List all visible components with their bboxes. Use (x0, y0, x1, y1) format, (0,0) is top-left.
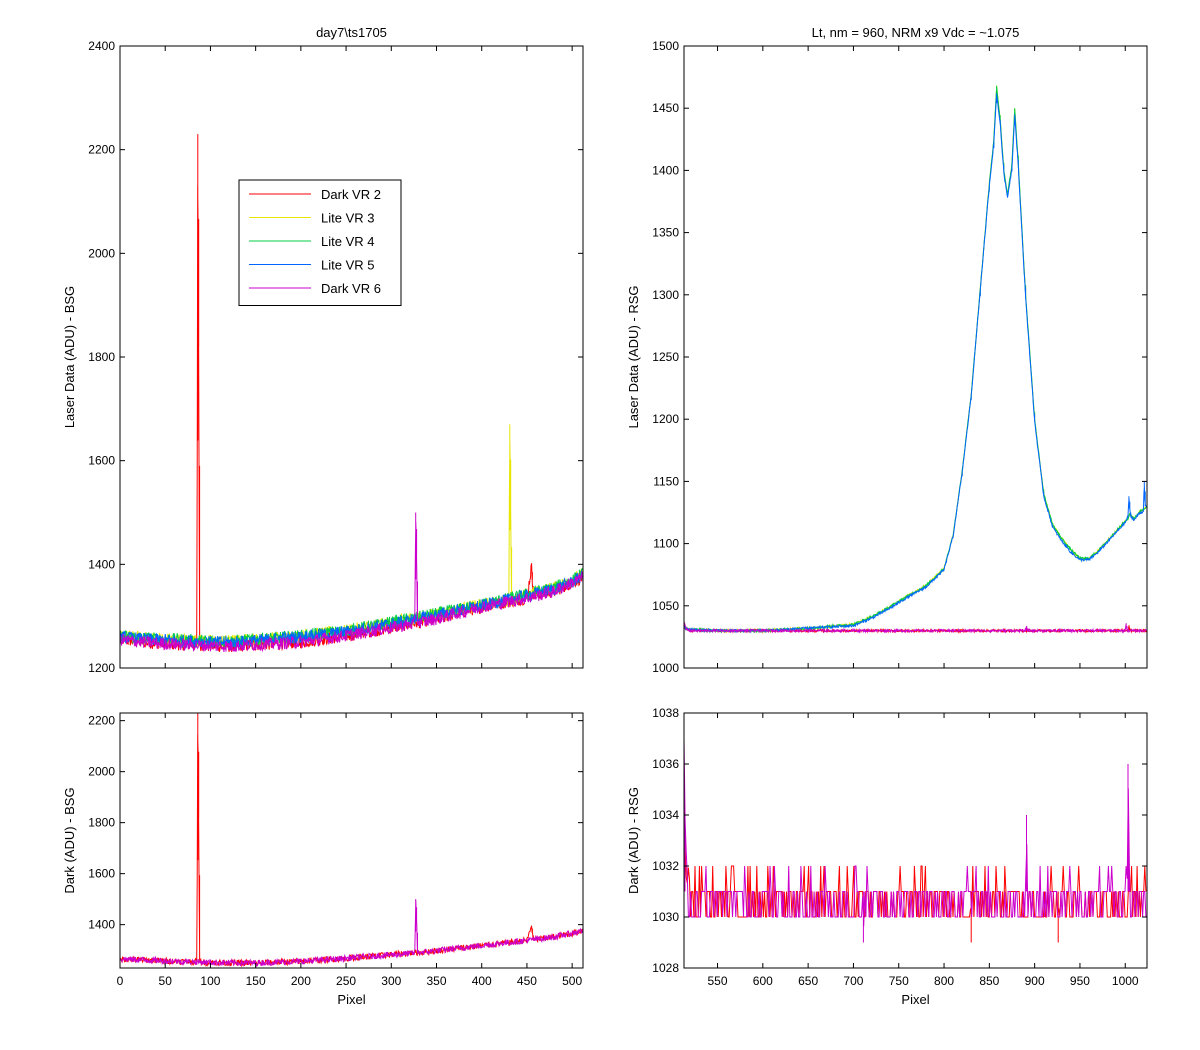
y-tick-label: 1036 (652, 757, 679, 771)
x-tick-label: 100 (200, 974, 220, 988)
y-axis-label: Laser Data (ADU) - RSG (626, 285, 641, 428)
chart-title: Lt, nm = 960, NRM x9 Vdc = ~1.075 (812, 25, 1020, 40)
y-tick-label: 2000 (88, 246, 115, 260)
y-tick-label: 1450 (652, 101, 679, 115)
plot-area (120, 46, 583, 668)
x-tick-label: 150 (246, 974, 266, 988)
x-tick-label: 850 (979, 974, 999, 988)
chart-rsg-dark: 550 600 650 700 750 800 850 900 950 1000 1028 1030 1… (626, 706, 1148, 1007)
x-tick-label: 200 (291, 974, 311, 988)
plot-area (684, 713, 1147, 968)
y-tick-label: 1034 (652, 808, 679, 822)
x-tick-label: 750 (889, 974, 909, 988)
chart-rsg-laser: 1000 1050 1100 1150 1200 1250 1300 1350 1400 1450… (626, 25, 1148, 675)
x-tick-label: 350 (426, 974, 446, 988)
legend-entry: Dark VR 6 (321, 281, 381, 296)
y-tick-label: 1050 (652, 599, 679, 613)
x-tick-label: 650 (798, 974, 818, 988)
x-tick-label: 700 (843, 974, 863, 988)
y-tick-label: 1030 (652, 910, 679, 924)
x-tick-label: 600 (753, 974, 773, 988)
y-axis-label: Dark (ADU) - BSG (62, 787, 77, 893)
y-tick-label: 2200 (88, 714, 115, 728)
y-tick-label: 1300 (652, 288, 679, 302)
y-tick-label: 1150 (653, 474, 679, 488)
x-tick-label: 400 (472, 974, 492, 988)
y-tick-label: 1800 (88, 816, 115, 830)
chart-title: day7\ts1705 (316, 25, 387, 40)
y-tick-label: 1038 (652, 706, 679, 720)
y-tick-label: 1400 (88, 918, 115, 932)
y-tick-label: 1028 (652, 961, 679, 975)
y-tick-label: 1400 (88, 557, 115, 571)
y-tick-label: 2200 (88, 143, 115, 157)
x-tick-label: 50 (159, 974, 173, 988)
y-tick-label: 2400 (88, 39, 115, 53)
y-tick-label: 1200 (88, 661, 115, 675)
x-axis-label: Pixel (337, 992, 365, 1007)
plot-area (120, 713, 583, 968)
plot-area (684, 46, 1147, 668)
legend-entry: Lite VR 5 (321, 258, 374, 273)
y-axis-label: Laser Data (ADU) - BSG (62, 286, 77, 428)
x-tick-label: 0 (117, 974, 124, 988)
axes-frame (683, 712, 1148, 969)
y-tick-label: 1400 (652, 163, 679, 177)
x-tick-label: 900 (1025, 974, 1045, 988)
axes-frame (119, 712, 584, 969)
y-tick-label: 1200 (652, 412, 679, 426)
series-line-dark-vr-6 (684, 620, 1147, 634)
y-tick-label: 1800 (88, 350, 115, 364)
series-group (120, 713, 583, 968)
y-tick-label: 1100 (653, 537, 679, 551)
x-axis-label: Pixel (901, 992, 929, 1007)
legend-box (238, 179, 402, 306)
series-line-dark-vr-6 (684, 738, 1147, 943)
y-tick-label: 1600 (88, 454, 115, 468)
y-tick-label: 1350 (652, 226, 679, 240)
x-tick-label: 1000 (1112, 974, 1139, 988)
y-tick-label: 1000 (652, 661, 679, 675)
y-tick-label: 2000 (88, 765, 115, 779)
series-group (120, 134, 583, 653)
y-tick-label: 1032 (652, 859, 679, 873)
x-tick-label: 450 (517, 974, 537, 988)
chart-bsg-dark: 0 50 100 150 200 250 300 350 400 450 500 1400 1600 18… (62, 712, 584, 1007)
x-tick-label: 500 (562, 974, 582, 988)
x-tick-label: 250 (336, 974, 356, 988)
y-axis-label: Dark (ADU) - RSG (626, 787, 641, 894)
legend: Dark VR 2 Lite VR 3 Lite VR 4 Lite VR 5 Dark… (238, 179, 402, 306)
legend-entry: Lite VR 4 (321, 234, 374, 249)
x-tick-label: 800 (934, 974, 954, 988)
series-group (684, 85, 1147, 634)
legend-entry: Dark VR 2 (321, 187, 381, 202)
y-tick-label: 1500 (652, 39, 679, 53)
chart-bsg-laser: 1200 1400 1600 1800 2000 2200 2400 day7\ts1705 L… (62, 25, 584, 675)
y-tick-label: 1600 (88, 867, 115, 881)
y-tick-label: 1250 (652, 350, 679, 364)
x-tick-label: 300 (381, 974, 401, 988)
x-tick-label: 550 (708, 974, 728, 988)
legend-entry: Lite VR 3 (321, 211, 374, 226)
x-tick-label: 950 (1070, 974, 1090, 988)
